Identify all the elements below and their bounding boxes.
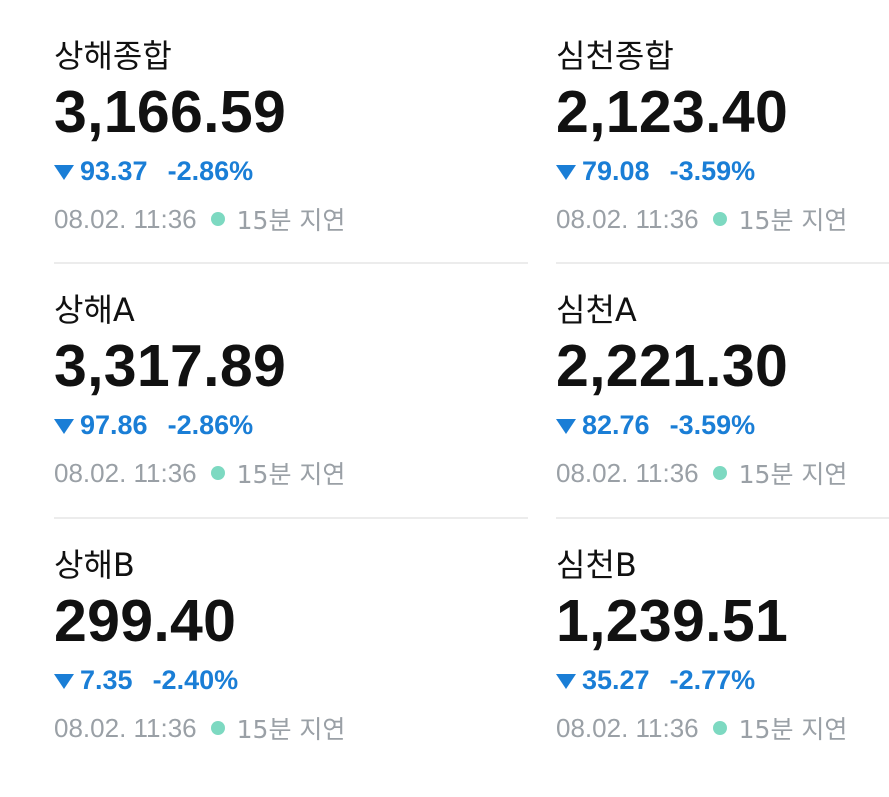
index-price: 1,239.51 [556,588,789,654]
change-value: 93.37 [80,155,148,186]
triangle-down-icon [54,418,74,434]
change-percent: -2.77% [669,664,756,695]
triangle-down-icon [54,164,74,180]
triangle-down-icon [556,164,576,180]
row-divider [556,262,889,264]
change-percent: -2.40% [152,664,239,695]
live-dot-icon [712,212,727,226]
live-dot-icon [210,212,225,226]
index-card-shanghai-composite[interactable]: 상해종합 3,166.59 93.37 -2.86% 08.02. 11:36 … [54,34,528,288]
timestamp: 08.02. 11:36 [556,203,699,234]
index-card-shenzhen-composite[interactable]: 심천종합 2,123.40 79.08 -3.59% 08.02. 11:36 … [556,34,889,288]
live-dot-icon [210,721,225,735]
index-meta: 08.02. 11:36 15분 지연 [54,710,345,746]
index-card-shanghai-b[interactable]: 상해B 299.40 7.35 -2.40% 08.02. 11:36 15분 … [54,543,528,797]
index-name: 심천A [556,291,637,329]
index-name: 상해B [54,546,135,584]
index-meta: 08.02. 11:36 15분 지연 [54,455,345,491]
change-value: 82.76 [582,409,650,440]
delay-label: 15분 지연 [236,206,346,235]
index-change: 97.86 -2.86% [54,407,253,443]
index-grid: 상해종합 3,166.59 93.37 -2.86% 08.02. 11:36 … [54,34,889,744]
change-percent: -3.59% [669,409,756,440]
row-divider [556,517,889,519]
index-change: 35.27 -2.77% [556,662,755,698]
row-divider [54,262,528,264]
change-value: 97.86 [80,409,148,440]
timestamp: 08.02. 11:36 [54,203,197,234]
index-price: 2,123.40 [556,79,789,145]
index-meta: 08.02. 11:36 15분 지연 [556,710,847,746]
timestamp: 08.02. 11:36 [556,457,699,488]
timestamp: 08.02. 11:36 [556,712,699,743]
live-dot-icon [712,466,727,480]
timestamp: 08.02. 11:36 [54,712,197,743]
index-change: 7.35 -2.40% [54,662,238,698]
index-price: 2,221.30 [556,333,789,399]
index-card-shanghai-a[interactable]: 상해A 3,317.89 97.86 -2.86% 08.02. 11:36 1… [54,288,528,542]
triangle-down-icon [556,673,576,689]
index-meta: 08.02. 11:36 15분 지연 [556,455,847,491]
change-value: 35.27 [582,664,650,695]
change-percent: -3.59% [669,155,756,186]
delay-label: 15분 지연 [738,715,848,744]
change-percent: -2.86% [167,409,254,440]
triangle-down-icon [54,673,74,689]
index-card-shenzhen-a[interactable]: 심천A 2,221.30 82.76 -3.59% 08.02. 11:36 1… [556,288,889,542]
index-meta: 08.02. 11:36 15분 지연 [54,201,345,237]
index-change: 79.08 -3.59% [556,153,755,189]
delay-label: 15분 지연 [738,460,848,489]
index-meta: 08.02. 11:36 15분 지연 [556,201,847,237]
triangle-down-icon [556,418,576,434]
delay-label: 15분 지연 [738,206,848,235]
index-price: 3,317.89 [54,333,287,399]
index-name: 심천B [556,546,637,584]
index-price: 299.40 [54,588,237,654]
delay-label: 15분 지연 [236,460,346,489]
index-change: 82.76 -3.59% [556,407,755,443]
live-dot-icon [712,721,727,735]
delay-label: 15분 지연 [236,715,346,744]
index-name: 상해종합 [54,37,172,75]
index-name: 심천종합 [556,37,674,75]
index-price: 3,166.59 [54,79,287,145]
index-card-shenzhen-b[interactable]: 심천B 1,239.51 35.27 -2.77% 08.02. 11:36 1… [556,543,889,797]
timestamp: 08.02. 11:36 [54,457,197,488]
index-name: 상해A [54,291,135,329]
live-dot-icon [210,466,225,480]
change-value: 7.35 [80,664,133,695]
change-percent: -2.86% [167,155,254,186]
change-value: 79.08 [582,155,650,186]
row-divider [54,517,528,519]
index-change: 93.37 -2.86% [54,153,253,189]
